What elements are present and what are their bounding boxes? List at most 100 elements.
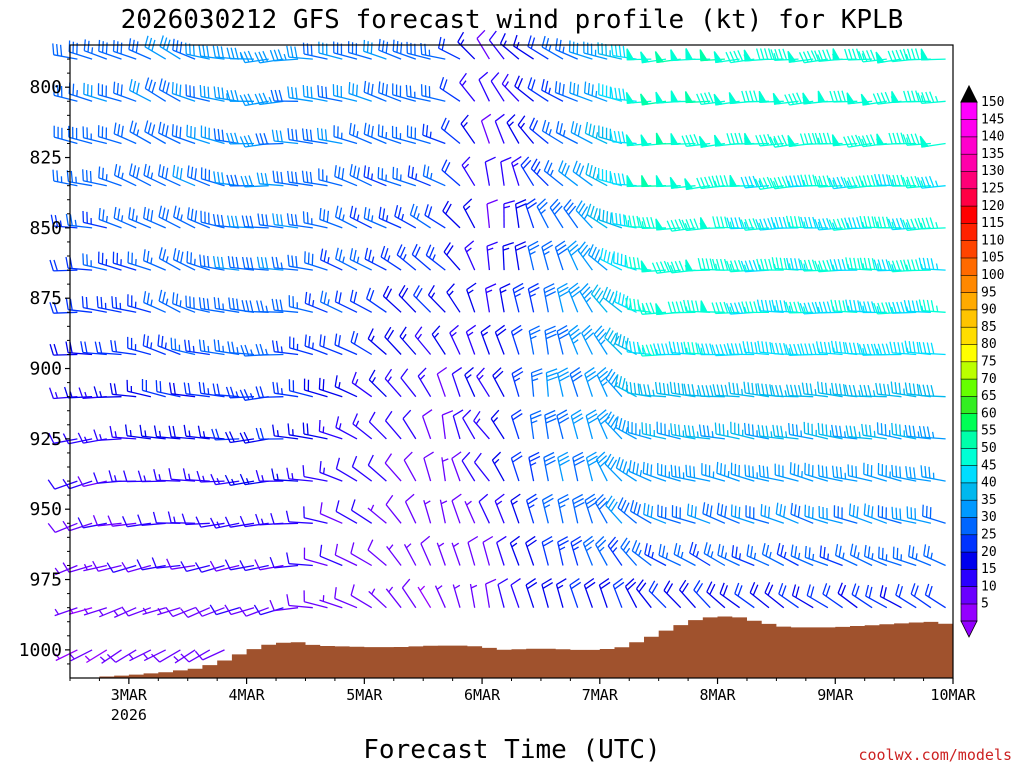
barb-flag bbox=[870, 343, 876, 355]
barb-flag bbox=[678, 260, 685, 272]
barb-flag bbox=[783, 300, 788, 312]
barb-half-flag bbox=[741, 388, 744, 396]
barb-flag bbox=[861, 50, 868, 62]
barb-flag bbox=[414, 326, 423, 337]
wind-barb bbox=[166, 558, 196, 570]
barb-flag bbox=[444, 162, 451, 173]
wind-barb bbox=[484, 578, 497, 608]
barb-half-flag bbox=[371, 215, 374, 222]
barb-flag bbox=[192, 44, 195, 56]
barb-shaft bbox=[385, 420, 402, 440]
barb-flag bbox=[295, 256, 298, 268]
barb-flag bbox=[585, 409, 597, 417]
barb-flag bbox=[170, 337, 173, 350]
barb-flag bbox=[290, 46, 294, 58]
barb-flag bbox=[618, 376, 623, 388]
barb-flag bbox=[808, 343, 813, 355]
barb-flag bbox=[789, 344, 794, 356]
wind-barb bbox=[529, 410, 542, 439]
barb-flag bbox=[768, 258, 773, 271]
barb-shaft bbox=[910, 593, 932, 609]
barb-shaft bbox=[878, 473, 902, 482]
barb-half-flag bbox=[467, 289, 474, 294]
wind-barb bbox=[136, 559, 166, 571]
barb-pennant bbox=[670, 90, 679, 103]
barb-shaft bbox=[878, 515, 902, 524]
barb-flag bbox=[573, 82, 576, 95]
barb-flag bbox=[676, 341, 681, 354]
barb-flag bbox=[271, 256, 275, 269]
barb-shaft bbox=[451, 373, 461, 397]
barb-half-flag bbox=[165, 298, 169, 305]
barb-half-flag bbox=[934, 180, 939, 187]
barb-flag bbox=[335, 457, 341, 469]
barb-flag bbox=[443, 242, 451, 253]
barb-shaft bbox=[701, 473, 726, 482]
barb-shaft bbox=[818, 185, 843, 188]
wind-barb bbox=[892, 546, 917, 567]
barb-shaft bbox=[288, 521, 313, 524]
barb-flag bbox=[517, 115, 526, 126]
wind-barb bbox=[581, 324, 595, 355]
barb-flag bbox=[801, 382, 805, 394]
wind-barb bbox=[460, 114, 476, 144]
wind-barb bbox=[888, 301, 917, 314]
barb-shaft bbox=[143, 345, 166, 356]
wind-barb bbox=[787, 50, 814, 63]
barb-flag bbox=[747, 423, 751, 436]
wind-barb bbox=[199, 85, 225, 102]
barb-shaft bbox=[604, 420, 623, 440]
barb-half-flag bbox=[451, 331, 457, 337]
barb-flag bbox=[286, 467, 290, 480]
barb-flag bbox=[211, 428, 216, 441]
wind-barb bbox=[525, 198, 537, 229]
barb-flag bbox=[765, 341, 769, 354]
wind-barb bbox=[335, 500, 358, 524]
barb-flag bbox=[249, 215, 254, 228]
barb-flag bbox=[239, 432, 246, 444]
barb-half-flag bbox=[84, 391, 88, 399]
barb-flag bbox=[135, 41, 139, 53]
barb-flag bbox=[116, 83, 119, 95]
wind-barb bbox=[224, 559, 255, 571]
barb-flag bbox=[902, 48, 908, 60]
wind-barb bbox=[171, 82, 196, 102]
barb-half-flag bbox=[280, 262, 283, 269]
barb-flag bbox=[725, 51, 732, 63]
barb-flag bbox=[597, 455, 608, 464]
wind-barb bbox=[544, 409, 557, 439]
barb-flag bbox=[751, 424, 754, 436]
barb-flag bbox=[385, 494, 394, 505]
barb-flag bbox=[206, 298, 210, 310]
barb-flag bbox=[254, 52, 261, 64]
barb-shaft bbox=[484, 583, 491, 608]
barb-flag bbox=[842, 383, 847, 396]
barb-half-flag bbox=[371, 256, 375, 263]
barb-shaft bbox=[527, 288, 535, 313]
wind-barb bbox=[364, 247, 387, 271]
barb-flag bbox=[367, 82, 370, 94]
wind-barb bbox=[157, 164, 181, 187]
barb-flag bbox=[692, 543, 697, 556]
barb-flag bbox=[557, 282, 568, 290]
barb-flag bbox=[896, 132, 901, 144]
barb-flag bbox=[715, 302, 721, 314]
barb-shaft bbox=[510, 457, 520, 482]
barb-flag bbox=[224, 559, 231, 571]
wind-barb bbox=[684, 91, 711, 104]
wind-barb bbox=[635, 579, 652, 609]
barb-shaft bbox=[259, 58, 284, 64]
barb-flag bbox=[556, 325, 568, 332]
barb-flag bbox=[648, 580, 656, 592]
barb-flag bbox=[462, 198, 473, 208]
barb-flag bbox=[629, 298, 633, 310]
barb-flag bbox=[779, 504, 783, 516]
wind-barb bbox=[693, 580, 711, 609]
wind-barb bbox=[319, 502, 343, 524]
barb-shaft bbox=[334, 175, 358, 187]
barb-flag bbox=[759, 134, 765, 146]
barb-flag bbox=[496, 535, 507, 544]
barb-half-flag bbox=[729, 306, 733, 313]
barb-flag bbox=[867, 384, 872, 397]
barb-flag bbox=[868, 586, 873, 599]
